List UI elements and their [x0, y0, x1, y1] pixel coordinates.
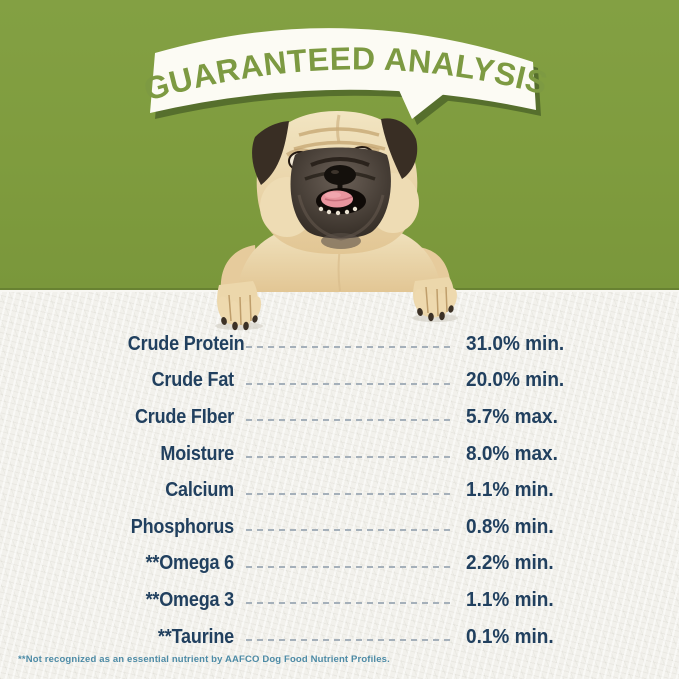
dog-muzzle: [290, 147, 391, 249]
dotted-leader: [246, 492, 454, 495]
dotted-leader: [246, 565, 454, 568]
nutrient-label: Crude FIber: [134, 405, 234, 428]
aafco-footnote: **Not recognized as an essential nutrien…: [18, 654, 390, 665]
dotted-leader: [246, 456, 454, 459]
nutrient-value: 31.0% min.: [466, 332, 565, 355]
table-row: Moisture 8.0% max.: [116, 436, 584, 473]
paper-panel: [0, 290, 679, 679]
dog-nose: [324, 165, 356, 185]
nutrient-value: 0.8% min.: [466, 515, 554, 538]
nutrient-label: **Taurine: [157, 625, 234, 648]
nutrient-label: Moisture: [160, 442, 234, 465]
table-row: Crude Protein 31.0% min.: [116, 326, 584, 363]
dotted-leader: [246, 382, 454, 385]
dotted-leader: [246, 639, 454, 642]
nutrient-value: 2.2% min.: [466, 552, 554, 575]
nutrient-value: 20.0% min.: [466, 369, 565, 392]
dog-right-paw: [413, 277, 457, 322]
table-row: Crude FIber 5.7% max.: [116, 399, 584, 436]
table-row: **Omega 3 1.1% min.: [116, 582, 584, 619]
dog-teeth: [318, 206, 358, 216]
analysis-table: Crude Protein 31.0% min. Crude Fat 20.0%…: [0, 326, 679, 655]
nutrient-value: 8.0% max.: [466, 442, 558, 465]
paw-shadow: [215, 322, 263, 330]
nutrient-label: **Omega 3: [145, 588, 235, 611]
table-row: Calcium 1.1% min.: [116, 472, 584, 509]
dog-left-paw: [217, 281, 262, 331]
dotted-leader: [246, 419, 454, 422]
pug-dog-illustration: [215, 111, 458, 331]
dog-head: [252, 111, 419, 254]
paw-shadow: [412, 314, 458, 322]
nutrient-label: Crude Protein: [127, 332, 245, 355]
nutrient-label: Crude Fat: [151, 369, 235, 392]
nutrient-value: 0.1% min.: [466, 625, 554, 648]
dog-right-ear: [381, 118, 418, 179]
nutrient-value: 1.1% min.: [466, 479, 554, 502]
nutrient-label: Calcium: [165, 479, 234, 502]
table-row: Crude Fat 20.0% min.: [116, 363, 584, 400]
table-row: Phosphorus 0.8% min.: [116, 509, 584, 546]
nutrient-label: **Omega 6: [145, 552, 235, 575]
table-row: **Taurine 0.1% min.: [116, 619, 584, 656]
dog-left-ear: [252, 121, 289, 185]
nutrient-label: Phosphorus: [130, 515, 234, 538]
guaranteed-analysis-banner: GUARANTEED ANALYSIS: [140, 28, 551, 125]
dotted-leader: [246, 602, 454, 605]
nutrient-value: 1.1% min.: [466, 588, 554, 611]
banner-ribbon: [150, 28, 536, 114]
table-row: **Omega 6 2.2% min.: [116, 546, 584, 583]
dotted-leader: [246, 346, 454, 349]
nutrient-value: 5.7% max.: [466, 405, 558, 428]
dotted-leader: [246, 529, 454, 532]
